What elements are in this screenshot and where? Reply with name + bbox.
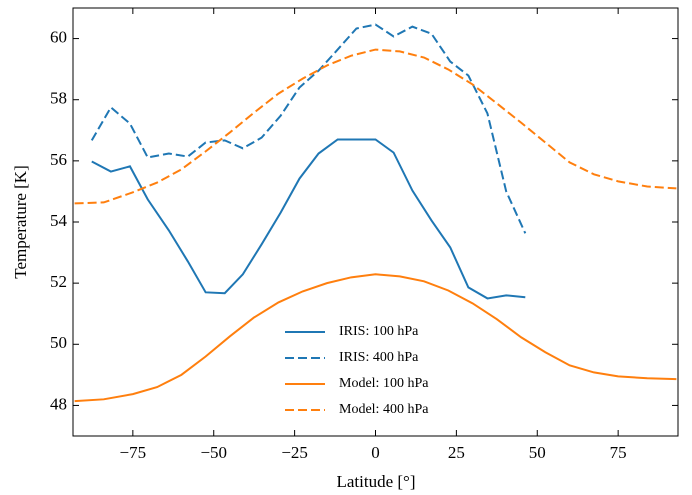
series-line <box>91 138 526 300</box>
x-tick-label: −25 <box>281 443 308 462</box>
y-tick-label: 48 <box>50 394 67 413</box>
x-tick-label: 75 <box>610 443 627 462</box>
legend-label: IRIS: 100 hPa <box>339 324 419 339</box>
x-axis-label: Latitude [°] <box>336 472 415 491</box>
legend-label: IRIS: 400 hPa <box>339 350 419 365</box>
x-tick-label: −50 <box>200 443 227 462</box>
y-axis-label: Temperature [K] <box>11 165 30 279</box>
x-tick-label: 0 <box>371 443 380 462</box>
y-tick-label: 60 <box>50 27 67 46</box>
x-tick-label: −75 <box>120 443 147 462</box>
y-tick-label: 56 <box>50 150 67 169</box>
y-tick-label: 54 <box>50 211 68 230</box>
series-line <box>90 23 527 234</box>
series-line <box>74 48 677 205</box>
y-tick-label: 52 <box>50 272 67 291</box>
y-tick-label: 50 <box>50 333 67 352</box>
x-tick-label: 25 <box>448 443 465 462</box>
legend-label: Model: 400 hPa <box>339 402 429 417</box>
x-tick-label: 50 <box>529 443 546 462</box>
series-line <box>74 273 677 403</box>
y-tick-label: 58 <box>50 89 67 108</box>
legend-label: Model: 100 hPa <box>339 376 429 391</box>
